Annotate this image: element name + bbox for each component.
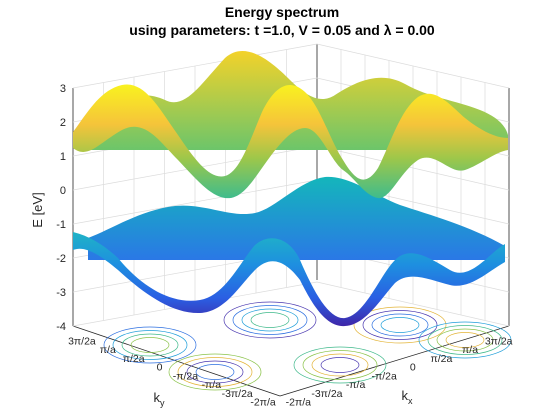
upper-band-front [73,84,508,199]
z-tick-label: -2 [56,253,66,265]
z-gridline [72,281,510,327]
x-tick-label: 3π/2a [485,335,513,347]
y-tick-label: 0 [157,362,163,374]
floor-contour-line [186,360,244,384]
floor-contour-line [302,350,378,380]
floor-contour-line [103,326,197,364]
floor-contour-line [168,353,262,391]
floor-contour-line [250,312,290,328]
z-axis-label: E [eV] [30,192,45,227]
y-tick-label: -π/2a [173,370,198,382]
lower-band-front [73,232,505,327]
floor-contour-line [418,321,512,359]
floor-contour-line [311,353,369,377]
lower-energy-band-surface [73,176,505,327]
chart-title: Energy spectrum [225,4,339,20]
floor-contour-line [293,346,387,384]
floor-contour-line [427,325,503,355]
floor-contour-line [121,333,179,357]
floor-contour-line [436,328,494,352]
y-tick-label: 3π/2a [68,335,96,347]
floor-contour-line [177,357,253,387]
x-tick-label: -3π/2a [311,388,342,400]
z-tick-label: -3 [56,287,66,299]
x-tick-label: -π/2a [372,370,397,382]
floor-contour-line [371,313,429,337]
y-axis-label: ky [154,390,166,408]
y-tick-label: -3π/2a [222,388,253,400]
floor-left-edge [72,325,281,397]
upper-energy-band-surface [73,50,508,199]
floor-contour-line [445,332,485,348]
floor-contours [103,301,512,391]
floor-contour-line [241,308,299,332]
z-gridline [72,43,510,89]
z-tick-label: 1 [60,151,66,163]
floor-contour-line [362,310,438,340]
floor-contour-line [232,305,308,335]
x-tick-label: π/2a [431,353,453,365]
x-tick-label: 0 [410,362,416,374]
z-tick-label: 3 [60,83,66,95]
floor-right-edge [279,325,510,397]
z-tick-label: -1 [56,219,66,231]
floor-contour-line [112,330,188,360]
y-tick-label: π/a [100,344,116,356]
z-tick-label: 2 [60,117,66,129]
z-tick-labels: 3 2 1 0 -1 -2 -3 -4 [56,83,66,333]
y-tick-label: -π/a [202,379,222,391]
x-tick-label: -π/a [346,379,366,391]
y-tick-labels: -2π/a-3π/2a-π/a -π/2a 0 π/2a π/a 3π/2a [68,335,276,408]
floor-contour-line [320,357,360,373]
y-axis-label-main: k [154,390,161,405]
y-tick-label: π/2a [123,353,145,365]
x-axis-label-main: k [402,388,409,403]
x-tick-label: π/a [462,344,478,356]
y-axis-label-sub: y [160,398,165,408]
lower-band-back [88,176,505,260]
floor-contour-line [353,306,447,344]
x-tick-labels: -2π/a-3π/2a -π/a -π/2a 0 π/2a π/a 3π/2a [286,335,513,408]
x-axis-label-sub: x [408,396,413,406]
z-tick-label: 0 [60,185,66,197]
x-tick-label: -2π/a [286,397,311,409]
chart-subtitle: using parameters: t =1.0, V = 0.05 and λ… [129,22,435,38]
floor-contour-line [195,364,235,380]
floor-contour-line [223,301,317,339]
floor-contour-line [380,317,420,333]
floor-contour-line [130,337,170,353]
z-tick-label: -4 [56,321,66,333]
x-axis-label: kx [402,388,414,406]
y-tick-label: -2π/a [250,397,275,409]
